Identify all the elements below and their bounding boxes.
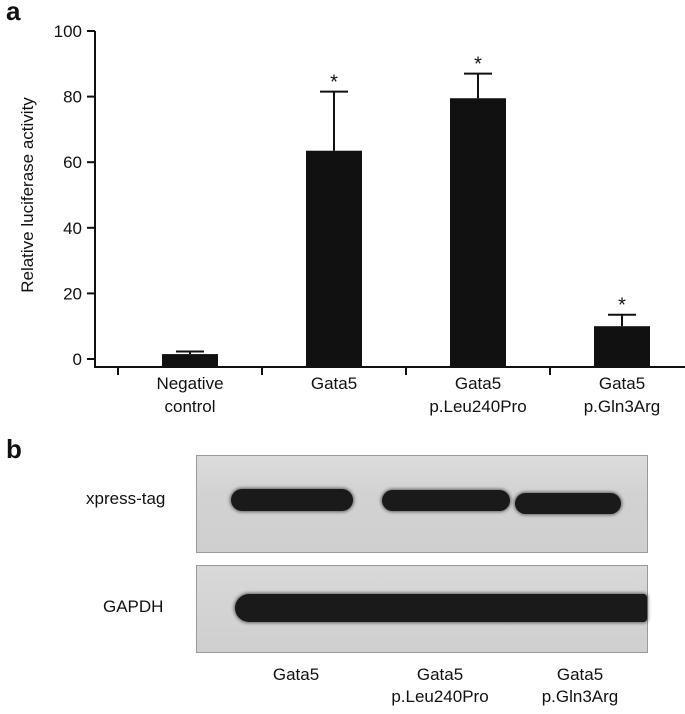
significance-marker: * [330, 72, 338, 94]
bar [306, 150, 362, 367]
blot-lane-label-3: Gata5 p.Gln3Arg [500, 664, 660, 708]
y-tick-label: 0 [73, 350, 82, 369]
blot-lane-label-1: Gata5 [216, 664, 376, 686]
x-category-label: p.Leu240Pro [429, 397, 526, 416]
significance-marker: * [474, 54, 482, 76]
y-tick-label: 100 [54, 22, 82, 41]
x-category-label: Gata5 [311, 374, 357, 393]
bar-chart: 0 20 40 60 80 100 Relative luciferase activity… [18, 22, 685, 416]
lane-label-line2: p.Leu240Pro [391, 687, 489, 706]
x-category-label: Negative [156, 374, 223, 393]
blot-row-label-xpress: xpress-tag [86, 489, 166, 508]
blot-row-label-gapdh: GAPDH [103, 597, 164, 616]
blot-band [382, 490, 510, 511]
y-tick-label: 60 [63, 153, 82, 172]
significance-marker: * [618, 295, 626, 317]
x-category-label: p.Gln3Arg [584, 397, 661, 416]
panel-b-letter: b [6, 434, 22, 464]
x-category-label: Gata5 [599, 374, 645, 393]
blot-band [231, 489, 353, 511]
lane-label-line1: Gata5 [272, 665, 320, 684]
blot-band [515, 493, 621, 514]
lane-label-line2: p.Gln3Arg [541, 687, 619, 706]
blot-band [235, 594, 647, 622]
bar [594, 326, 650, 367]
y-tick-label: 80 [63, 88, 82, 107]
y-axis-label: Relative luciferase activity [18, 97, 37, 293]
x-category-label: control [164, 397, 215, 416]
lane-label-line1: Gata5 [556, 665, 604, 684]
panel-a-letter: a [6, 0, 21, 26]
y-tick-label: 20 [63, 284, 82, 303]
x-category-label: Gata5 [455, 374, 501, 393]
lane-label-line1: Gata5 [416, 665, 464, 684]
blot-strip-xpress [196, 455, 648, 553]
bar [162, 354, 218, 367]
bar [450, 98, 506, 368]
blot-lane-label-2: Gata5 p.Leu240Pro [360, 664, 520, 708]
y-tick-label: 40 [63, 219, 82, 238]
blot-strip-gapdh [196, 565, 648, 653]
